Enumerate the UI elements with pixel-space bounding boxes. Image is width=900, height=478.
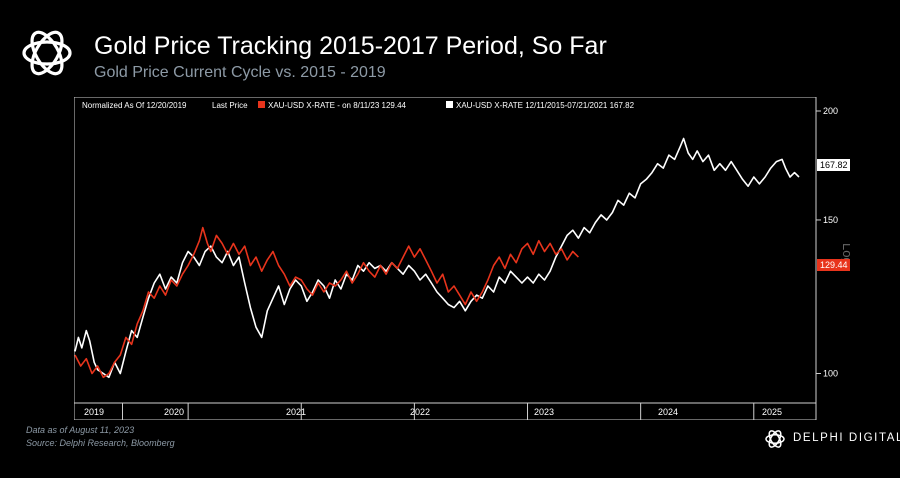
x-tick-label: 2022 xyxy=(410,407,430,417)
series-line-red xyxy=(74,226,579,379)
legend-entry-red: XAU-USD X-RATE - on 8/11/23 129.44 xyxy=(268,101,407,110)
last-value-white: 167.82 xyxy=(820,160,848,170)
y-tick-label: 100 xyxy=(823,369,838,379)
gold-price-chart: 200 150 100 2019 2020 2021 2022 2023 2024 2025 No… xyxy=(73,96,855,421)
legend-last-price-text: Last Price xyxy=(212,101,248,110)
legend-entry-white: XAU-USD X-RATE 12/11/2015-07/21/2021 167… xyxy=(456,101,635,110)
last-label-red: 129.44 xyxy=(817,259,851,271)
brand-name: DELPHI DIGITAL xyxy=(793,432,900,444)
page-title: Gold Price Tracking 2015-2017 Period, So… xyxy=(94,32,607,60)
footer-notes: Data as of August 11, 2023 Source: Delph… xyxy=(26,424,175,450)
chart-container: 200 150 100 2019 2020 2021 2022 2023 2024 2025 No… xyxy=(73,96,855,421)
x-tick-label: 2021 xyxy=(286,407,306,417)
legend-normalized-text: Normalized As Of 12/20/2019 xyxy=(82,101,187,110)
last-label-white: 167.82 xyxy=(817,159,851,171)
legend-swatch-red xyxy=(258,101,265,108)
footer-date: Data as of August 11, 2023 xyxy=(26,425,135,435)
delphi-small-logo-icon xyxy=(765,430,785,448)
y-tick-label: 200 xyxy=(823,106,838,116)
plot-area xyxy=(73,96,817,421)
x-tick-label: 2020 xyxy=(164,407,184,417)
x-tick-label: 2023 xyxy=(534,407,554,417)
page-subtitle: Gold Price Current Cycle vs. 2015 - 2019 xyxy=(94,64,386,81)
last-value-red: 129.44 xyxy=(820,260,848,270)
brand-mark: DELPHI DIGITAL xyxy=(764,428,900,450)
x-tick-label: 2019 xyxy=(84,407,104,417)
x-tick-label: 2025 xyxy=(762,407,782,417)
delphi-logo-icon xyxy=(22,30,72,76)
footer-source: Source: Delphi Research, Bloomberg xyxy=(26,438,175,448)
series-line-white xyxy=(74,137,800,379)
y-tick-label: 150 xyxy=(823,215,838,225)
legend-swatch-white xyxy=(446,101,453,108)
x-tick-label: 2024 xyxy=(658,407,678,417)
